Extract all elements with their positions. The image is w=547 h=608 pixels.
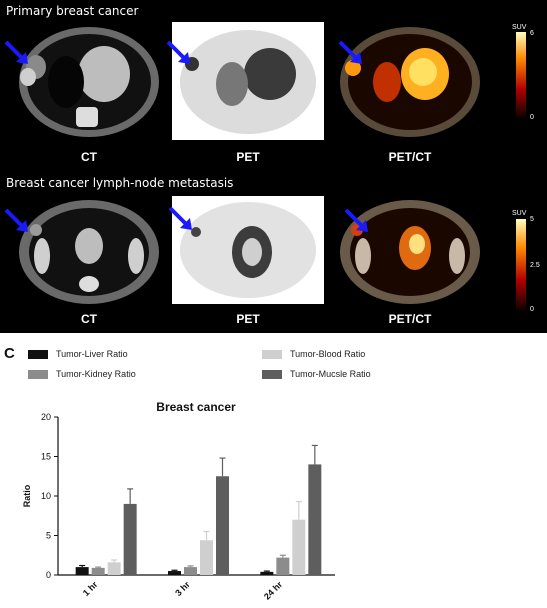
bar [292, 519, 306, 575]
imaging-panel: Primary breast cancer Breast cancer lymp… [0, 0, 547, 333]
legend-item-muscle: Tumor-Mucsle Ratio [262, 369, 371, 379]
pet-scan-primary [172, 22, 324, 140]
panel-letter: C [4, 345, 15, 362]
colorbar2-min: 0 [530, 306, 534, 313]
legend-label: Tumor-Mucsle Ratio [290, 369, 371, 379]
bar [184, 567, 197, 575]
label-petct-1: PET/CT [388, 150, 432, 164]
bar-chart: Breast cancer 0 5 10 15 20 Ratio 1 hr 3 hr 24 hr [22, 400, 335, 602]
label-ct-2: CT [81, 312, 97, 326]
y-tick-label: 10 [41, 491, 51, 501]
legend-swatch [262, 349, 282, 359]
colorbar1-unit: SUV [512, 24, 527, 31]
chart-panel: C Tumor-Liver Ratio Tumor-Kidney Ratio T… [0, 333, 547, 608]
y-axis-label: Ratio [22, 484, 32, 507]
row1-title: Primary breast cancer [6, 4, 139, 18]
bar [91, 567, 105, 575]
bar [107, 562, 121, 575]
arrow-icon [168, 206, 192, 230]
y-tick-label: 15 [41, 452, 51, 462]
x-tick-label: 3 hr [173, 579, 192, 598]
y-tick-label: 20 [41, 412, 51, 422]
arrow-icon [4, 40, 28, 64]
legend-swatch [28, 369, 48, 379]
arrow-icon [166, 40, 190, 64]
ct-scan-metastasis [19, 200, 159, 304]
arrow-icon [4, 208, 28, 232]
label-petct-2: PET/CT [388, 312, 432, 326]
colorbar2-unit: SUV [512, 210, 527, 217]
ct-scan-primary [19, 27, 159, 137]
label-pet-2: PET [236, 312, 260, 326]
petct-scan-primary [340, 27, 480, 137]
bar [276, 557, 290, 575]
arrow-icon [344, 208, 368, 232]
label-pet-1: PET [236, 150, 260, 164]
colorbar2-max: 5 [530, 216, 534, 223]
arrow-icon [338, 40, 362, 64]
bar [260, 571, 274, 575]
legend-swatch [262, 369, 282, 379]
legend-item-liver: Tumor-Liver Ratio [28, 349, 128, 359]
legend-label: Tumor-Kidney Ratio [56, 369, 136, 379]
x-tick-label: 24 hr [262, 579, 285, 602]
label-ct-1: CT [81, 150, 97, 164]
colorbar2-mid: 2.5 [530, 262, 540, 269]
colorbar-metastasis [516, 219, 526, 313]
bar [75, 567, 89, 575]
row2-title: Breast cancer lymph-node metastasis [6, 176, 234, 190]
colorbar1-min: 0 [530, 114, 534, 121]
colorbar1-max: 6 [530, 30, 534, 37]
legend-item-blood: Tumor-Blood Ratio [262, 349, 365, 359]
pet-scan-metastasis [172, 196, 324, 304]
y-tick-label: 5 [46, 531, 51, 541]
bar [123, 503, 137, 575]
bar [168, 571, 181, 575]
legend-label: Tumor-Liver Ratio [56, 349, 128, 359]
bar [308, 464, 322, 575]
legend-swatch [28, 349, 48, 359]
legend-label: Tumor-Blood Ratio [290, 349, 366, 359]
petct-scan-metastasis [340, 200, 480, 304]
x-tick-label: 1 hr [81, 579, 100, 598]
colorbar-primary [516, 32, 526, 120]
chart-title: Breast cancer [156, 400, 236, 414]
bar [216, 476, 229, 575]
bar [200, 540, 213, 575]
y-tick-label: 0 [46, 570, 51, 580]
legend-item-kidney: Tumor-Kidney Ratio [28, 369, 136, 379]
